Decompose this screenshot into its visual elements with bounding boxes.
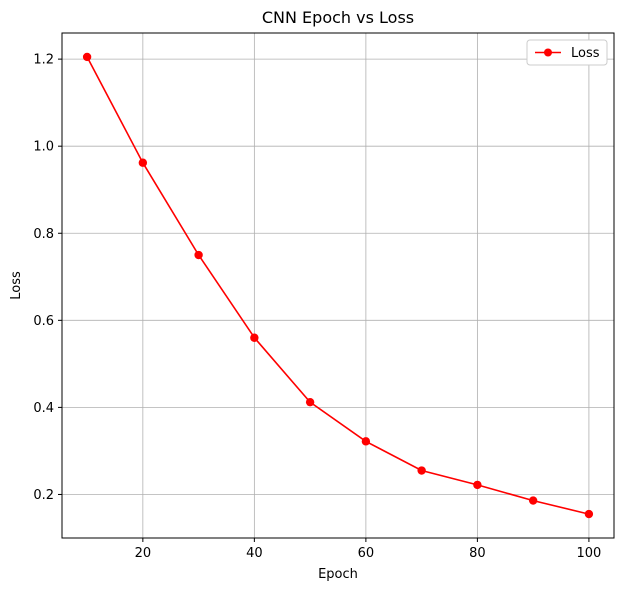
data-point bbox=[305, 397, 315, 407]
legend-box bbox=[526, 39, 608, 66]
data-point bbox=[473, 480, 482, 490]
grid bbox=[62, 33, 614, 538]
y-tick-label: 0.8 bbox=[33, 227, 54, 242]
legend: Loss bbox=[526, 39, 608, 66]
y-tick-label: 0.4 bbox=[33, 401, 54, 416]
data-point bbox=[417, 466, 426, 475]
x-tick-label: 40 bbox=[246, 546, 263, 561]
y-tick-label: 1.2 bbox=[33, 53, 54, 68]
x-tick-label: 20 bbox=[135, 546, 152, 561]
series-layer bbox=[82, 52, 594, 519]
data-point bbox=[528, 496, 538, 505]
y-tick-label: 1.0 bbox=[33, 140, 54, 155]
data-point bbox=[250, 333, 259, 342]
data-point bbox=[361, 437, 371, 446]
y-tick-label: 0.2 bbox=[33, 488, 54, 503]
series-line-loss bbox=[86, 56, 590, 515]
legend-marker-swatch bbox=[544, 48, 552, 57]
data-point bbox=[82, 52, 92, 62]
data-point bbox=[584, 509, 594, 519]
x-tick-label: 100 bbox=[576, 546, 601, 561]
y-axis-title: Loss bbox=[9, 271, 24, 300]
y-tick-label: 0.6 bbox=[33, 314, 54, 329]
data-point bbox=[194, 250, 203, 260]
legend-label-loss: Loss bbox=[571, 46, 600, 61]
x-tick-label: 60 bbox=[358, 546, 375, 561]
ticks: 20 40 60 80 100 0.2 0.4 0.6 0.8 1.0 1.2 bbox=[33, 53, 601, 561]
x-axis-title: Epoch bbox=[318, 567, 358, 582]
x-tick-label: 80 bbox=[469, 546, 486, 561]
plot-frame bbox=[61, 32, 615, 539]
data-point bbox=[138, 158, 148, 167]
chart-title: CNN Epoch vs Loss bbox=[262, 8, 414, 27]
